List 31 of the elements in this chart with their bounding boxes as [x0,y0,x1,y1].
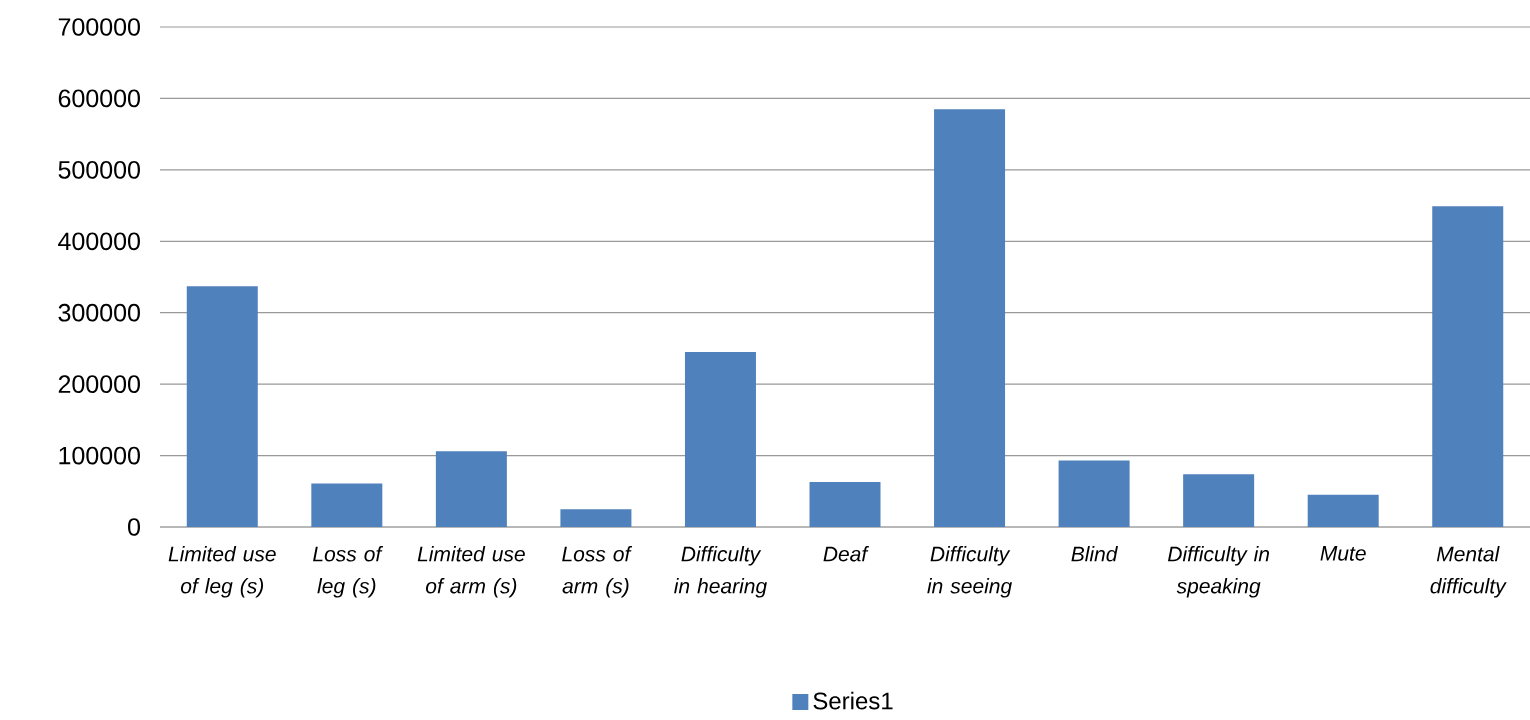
bar [1058,460,1130,527]
bar [1432,206,1504,527]
bar [934,109,1006,527]
x-tick-label: Limited use of leg (s) [168,546,276,598]
y-tick-label: 200000 [58,375,140,393]
y-tick-label: 100000 [59,446,140,465]
bar [684,352,756,527]
x-tick-label: Mute [1320,546,1366,561]
bar [809,482,881,527]
x-tick-label: Mental difficulty [1430,546,1507,598]
x-tick-label: Limited use of arm (s) [417,546,525,598]
legend-label: Series1 [813,691,893,710]
y-tick-label: 0 [128,518,140,536]
x-tick-label: Loss of leg (s) [313,546,384,598]
bar [311,483,383,527]
x-tick-label: Loss of arm (s) [562,546,633,598]
y-tick-label: 500000 [58,161,140,179]
bar [186,286,258,527]
y-tick-label: 700000 [58,18,140,36]
y-tick-label: 600000 [58,89,140,108]
x-tick-label: Difficulty in hearing [674,546,767,598]
y-tick-label: 400000 [58,232,140,251]
x-tick-label: Difficulty in seeing [927,546,1012,598]
bar [1307,494,1379,527]
bar [560,509,632,527]
y-tick-label: 300000 [58,303,140,322]
x-tick-label: Deaf [823,546,869,562]
bar [435,451,507,527]
bar [1183,474,1255,527]
x-tick-label: Difficulty in speaking [1167,546,1270,598]
x-tick-label: Blind [1071,546,1118,562]
